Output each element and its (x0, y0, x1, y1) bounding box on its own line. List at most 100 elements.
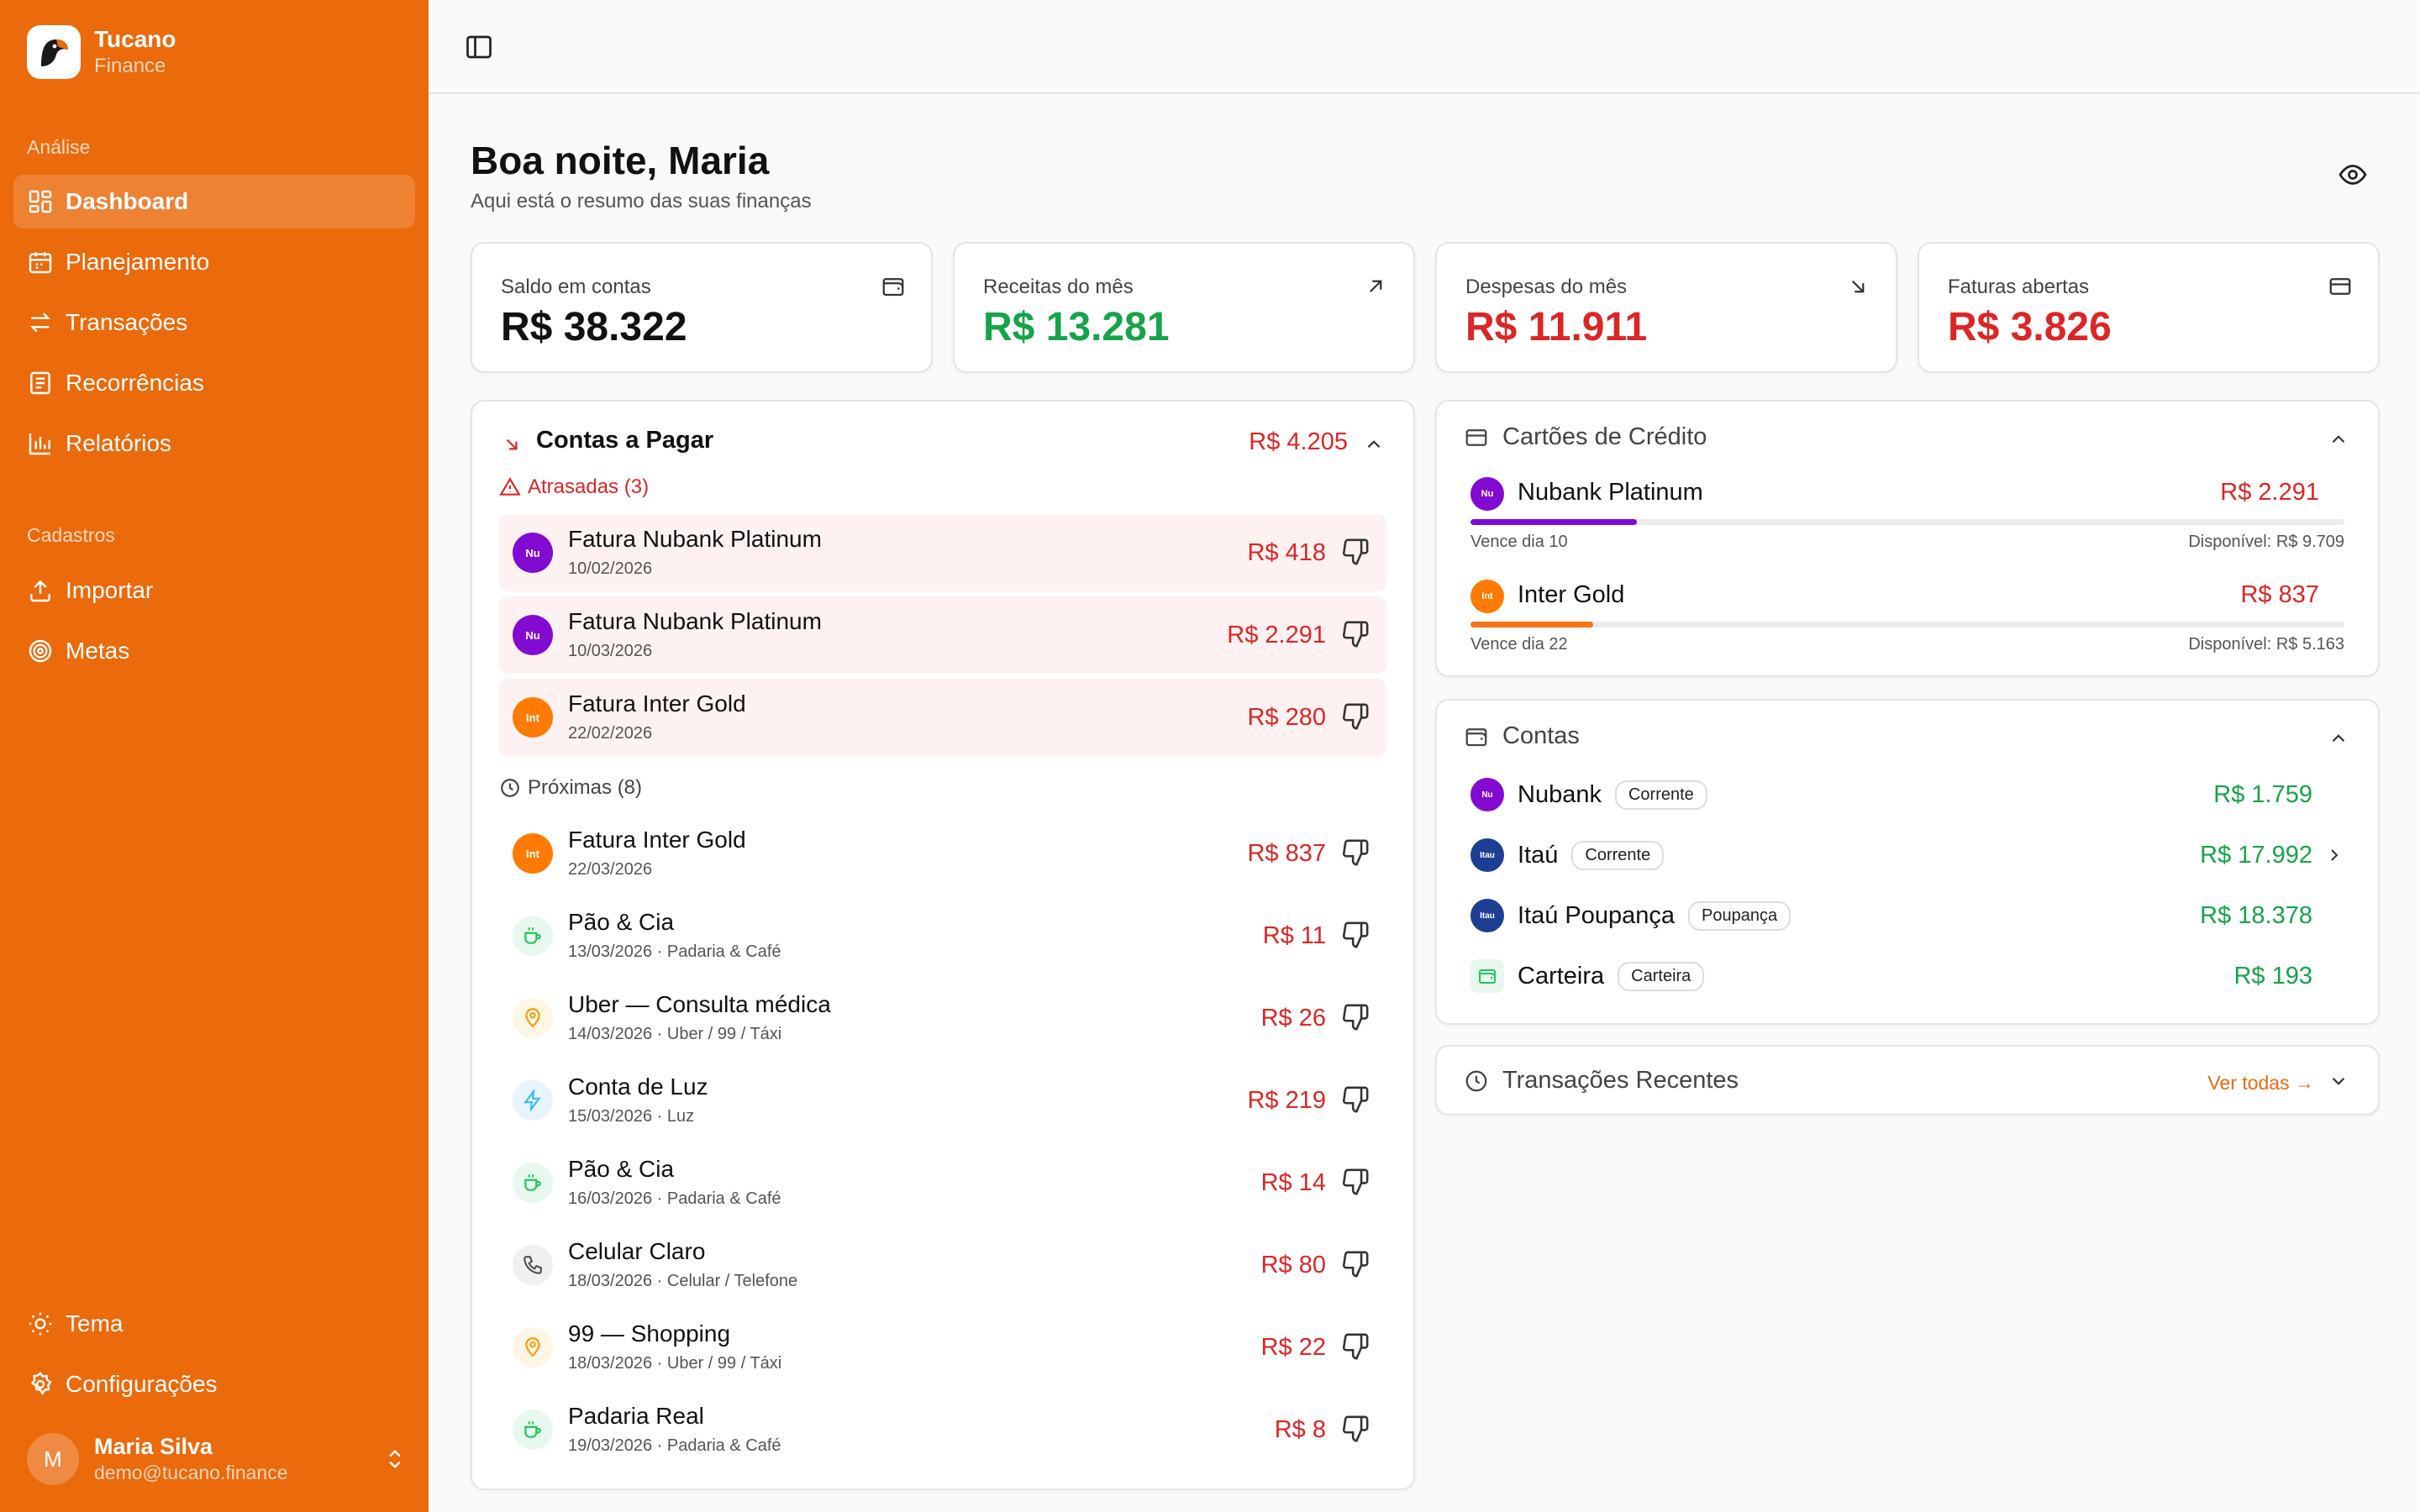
arrows-icon (29, 312, 51, 333)
thumbs-down-icon[interactable] (1341, 921, 1370, 949)
bill-row[interactable]: Conta de Luz 15/03/2026 · Luz R$ 219 (499, 1062, 1386, 1139)
sidebar-item-recorrencias[interactable]: Recorrências (13, 356, 415, 410)
inter-logo-icon: Int (1470, 580, 1504, 613)
account-balance: R$ 17.992 (2200, 842, 2312, 869)
bill-row[interactable]: Int Fatura Inter Gold 22/03/2026 R$ 837 (499, 815, 1386, 892)
credit-card-row[interactable]: Int Inter Gold R$ 837 Vence dia 22 Dispo… (1470, 580, 2344, 664)
coffee-icon (513, 1163, 553, 1203)
sidebar-item-metas[interactable]: Metas (13, 624, 415, 678)
thumbs-down-icon[interactable] (1341, 1003, 1370, 1032)
bill-row[interactable]: Nu Fatura Nubank Platinum 10/02/2026 R$ … (499, 514, 1386, 591)
thumbs-down-icon[interactable] (1341, 838, 1370, 867)
thumbs-down-icon[interactable] (1341, 702, 1370, 731)
thumbs-down-icon[interactable] (1341, 1168, 1370, 1196)
thumbs-down-icon[interactable] (1341, 1250, 1370, 1278)
bill-date: 18/03/2026 · Uber / 99 / Táxi (568, 1354, 782, 1373)
credit-cards-header[interactable]: Cartões de Crédito (1464, 423, 1707, 451)
card-amount: R$ 837 (2240, 581, 2319, 608)
account-type-badge: Corrente (1614, 780, 1707, 810)
user-menu[interactable]: M Maria Silva demo@tucano.finance (27, 1430, 407, 1488)
bill-date: 16/03/2026 · Padaria & Café (568, 1189, 781, 1208)
map-pin-icon (513, 1327, 553, 1368)
sidebar-item-relatorios[interactable]: Relatórios (13, 417, 415, 470)
thumbs-down-icon[interactable] (1341, 1332, 1370, 1361)
see-all-link[interactable]: Ver todas → (2207, 1072, 2314, 1094)
account-balance: R$ 1.759 (2213, 781, 2312, 808)
chevron-up-icon[interactable] (1363, 433, 1385, 455)
credit-card-icon (2329, 278, 2351, 295)
dashboard-icon (29, 190, 52, 213)
card-due: Vence dia 10 (1470, 533, 1568, 551)
upload-icon (30, 580, 50, 602)
card-usage-bar (1470, 622, 2344, 627)
bill-row[interactable]: Uber — Consulta médica 14/03/2026 · Uber… (499, 979, 1386, 1057)
inter-logo-icon: Int (513, 697, 553, 738)
account-name: Nubank (1518, 780, 1602, 808)
credit-cards-panel: Cartões de Crédito Nu Nubank Platinum R$… (1435, 400, 2380, 677)
chevron-down-icon[interactable] (2328, 1070, 2349, 1092)
bill-row[interactable]: Padaria Real 19/03/2026 · Padaria & Café… (499, 1391, 1386, 1468)
document-icon (30, 371, 50, 395)
bill-amount: R$ 26 (1260, 1005, 1326, 1032)
stat-value: R$ 13.281 (983, 305, 1170, 349)
eye-icon[interactable] (2338, 160, 2368, 190)
page-title: Boa noite, Maria (471, 139, 770, 182)
thumbs-down-icon[interactable] (1341, 620, 1370, 648)
bill-row[interactable]: Nu Fatura Nubank Platinum 10/03/2026 R$ … (499, 596, 1386, 674)
sidebar-item-transacoes[interactable]: Transações (13, 296, 415, 349)
coffee-icon (513, 916, 553, 956)
sidebar-item-label: Planejamento (66, 249, 210, 275)
target-icon (29, 639, 52, 663)
card-due: Vence dia 22 (1470, 635, 1568, 654)
bill-date: 10/02/2026 (568, 559, 653, 578)
map-pin-icon (513, 998, 553, 1038)
sidebar-item-configuracoes[interactable]: Configurações (13, 1357, 415, 1411)
brand[interactable]: Tucano Finance (27, 25, 176, 79)
sidebar-item-planejamento[interactable]: Planejamento (13, 235, 415, 289)
chevron-up-icon[interactable] (2328, 727, 2349, 749)
accounts-header[interactable]: Contas (1464, 722, 1580, 750)
bill-amount: R$ 280 (1247, 704, 1326, 731)
coffee-icon (513, 1410, 553, 1450)
bill-name: Celular Claro (568, 1238, 706, 1264)
thumbs-down-icon[interactable] (1341, 1085, 1370, 1114)
arrow-down-right-icon (506, 438, 518, 450)
bill-amount: R$ 837 (1247, 840, 1326, 867)
arrow-up-right-icon (1369, 280, 1382, 293)
account-row[interactable]: Itau Itaú Poupança Poupança R$ 18.378 (1470, 897, 2344, 934)
account-row[interactable]: Nu Nubank Corrente R$ 1.759 (1470, 776, 2344, 813)
sidebar-toggle-icon[interactable] (464, 32, 494, 62)
sidebar-item-tema[interactable]: Tema (13, 1297, 415, 1351)
bill-row[interactable]: Pão & Cia 13/03/2026 · Padaria & Café R$… (499, 897, 1386, 974)
thumbs-down-icon[interactable] (1341, 538, 1370, 566)
account-row[interactable]: Itau Itaú Corrente R$ 17.992 (1470, 837, 2344, 874)
recent-transactions-header[interactable]: Transações Recentes (1464, 1067, 1739, 1095)
sidebar: Tucano Finance Análise Dashboard Planeja… (0, 0, 429, 1512)
sidebar-item-dashboard[interactable]: Dashboard (13, 175, 415, 228)
sidebar-item-label: Dashboard (66, 188, 189, 214)
itau-logo-icon: Itau (1470, 899, 1504, 932)
chevron-up-icon[interactable] (2328, 428, 2349, 450)
stat-value: R$ 38.322 (501, 305, 687, 349)
bill-date: 13/03/2026 · Padaria & Café (568, 942, 781, 961)
bill-row[interactable]: Int Fatura Inter Gold 22/02/2026 R$ 280 (499, 679, 1386, 756)
account-row[interactable]: Carteira Carteira R$ 193 (1470, 958, 2344, 995)
account-name: Itaú Poupança (1518, 901, 1676, 929)
bill-row[interactable]: 99 — Shopping 18/03/2026 · Uber / 99 / T… (499, 1309, 1386, 1386)
page-subtitle: Aqui está o resumo das suas finanças (471, 190, 812, 213)
account-name: Carteira (1518, 962, 1605, 990)
account-balance: R$ 18.378 (2200, 902, 2312, 929)
credit-card-row[interactable]: Nu Nubank Platinum R$ 2.291 Vence dia 10… (1470, 477, 2344, 561)
arrow-down-right-icon (1851, 280, 1865, 293)
stat-card-faturas: Faturas abertas R$ 3.826 (1918, 242, 2380, 373)
section-label-analise: Análise (27, 136, 91, 158)
card-available: Disponível: R$ 9.709 (2188, 533, 2344, 551)
card-amount: R$ 2.291 (2220, 479, 2319, 506)
card-name: Nubank Platinum (1518, 479, 1703, 506)
bill-name: Fatura Inter Gold (568, 690, 746, 717)
bill-row[interactable]: Celular Claro 18/03/2026 · Celular / Tel… (499, 1226, 1386, 1304)
thumbs-down-icon[interactable] (1341, 1415, 1370, 1443)
sidebar-item-importar[interactable]: Importar (13, 564, 415, 617)
bill-row[interactable]: Pão & Cia 16/03/2026 · Padaria & Café R$… (499, 1144, 1386, 1221)
bill-date: 19/03/2026 · Padaria & Café (568, 1436, 781, 1455)
